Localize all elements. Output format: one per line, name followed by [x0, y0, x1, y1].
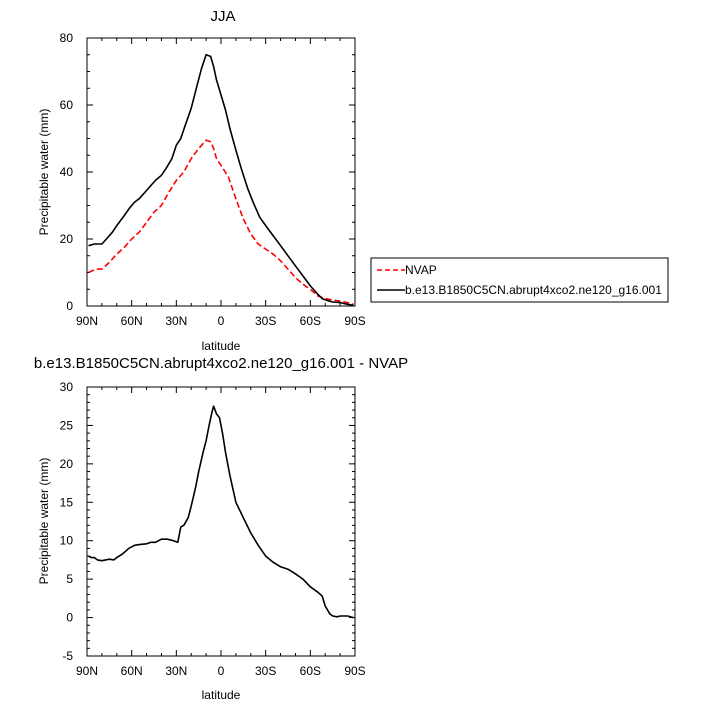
bottom-x-tick-label: 90N [76, 664, 98, 678]
top-x-tick-label: 60N [121, 314, 143, 328]
top-x-tick-label: 90N [76, 314, 98, 328]
bottom-series-lines [88, 405, 354, 619]
bottom-y-tick-label: 5 [66, 572, 73, 586]
bottom-y-tick-label: 0 [66, 611, 73, 625]
top-y-axis-title: Precipitable water (mm) [37, 109, 51, 236]
top-y-tick-labels: 0 20 40 60 80 [60, 31, 74, 313]
legend-label-model: b.e13.B1850C5CN.abrupt4xco2.ne120_g16.00… [405, 283, 662, 297]
bottom-x-tick-label: 60N [121, 664, 143, 678]
bottom-chart-title: b.e13.B1850C5CN.abrupt4xco2.ne120_g16.00… [34, 355, 408, 372]
bottom-ticks [86, 386, 356, 657]
bottom-y-tick-label: -5 [62, 649, 73, 663]
bottom-x-tick-labels: 90N 60N 30N 0 30S 60S 90S [76, 664, 366, 678]
top-chart: JJA 90N 60N 30N 0 30S 60S 90S 0 20 40 60 80 latitu… [37, 8, 366, 353]
bottom-x-tick-label: 30N [165, 664, 187, 678]
top-y-tick-label: 20 [60, 232, 74, 246]
legend-box [370, 257, 669, 303]
top-y-tick-label: 60 [60, 98, 74, 112]
bottom-y-tick-label: 15 [60, 495, 74, 509]
top-chart-title: JJA [210, 8, 235, 25]
top-x-tick-label: 30S [255, 314, 276, 328]
legend-label-nvap: NVAP [405, 263, 437, 277]
top-x-tick-label: 90S [344, 314, 365, 328]
top-series-lines [88, 53, 354, 307]
top-ticks [86, 37, 356, 307]
bottom-y-tick-label: 25 [60, 418, 74, 432]
top-x-tick-labels: 90N 60N 30N 0 30S 60S 90S [76, 314, 366, 328]
top-x-tick-label: 30N [165, 314, 187, 328]
bottom-y-axis-title: Precipitable water (mm) [37, 458, 51, 585]
top-plot-frame [86, 37, 356, 307]
bottom-x-tick-label: 90S [344, 664, 365, 678]
top-y-tick-label: 0 [66, 299, 73, 313]
bottom-series-line-0 [88, 405, 354, 619]
top-y-tick-label: 80 [60, 31, 74, 45]
bottom-x-tick-label: 0 [218, 664, 225, 678]
top-x-tick-label: 60S [300, 314, 321, 328]
top-x-tick-label: 0 [218, 314, 225, 328]
top-series-line-0 [88, 139, 354, 306]
bottom-x-tick-label: 30S [255, 664, 276, 678]
bottom-y-tick-label: 20 [60, 457, 74, 471]
bottom-y-tick-labels: -5 0 5 10 15 20 25 30 [60, 380, 74, 663]
top-y-tick-label: 40 [60, 165, 74, 179]
legend: NVAP b.e13.B1850C5CN.abrupt4xco2.ne120_g… [370, 257, 669, 303]
bottom-y-tick-label: 10 [60, 534, 74, 548]
top-series-line-1 [88, 53, 354, 307]
bottom-x-tick-label: 60S [300, 664, 321, 678]
bottom-y-tick-label: 30 [60, 380, 74, 394]
bottom-chart: b.e13.B1850C5CN.abrupt4xco2.ne120_g16.00… [34, 355, 408, 702]
bottom-x-axis-title: latitude [202, 688, 241, 702]
top-x-axis-title: latitude [202, 339, 241, 353]
